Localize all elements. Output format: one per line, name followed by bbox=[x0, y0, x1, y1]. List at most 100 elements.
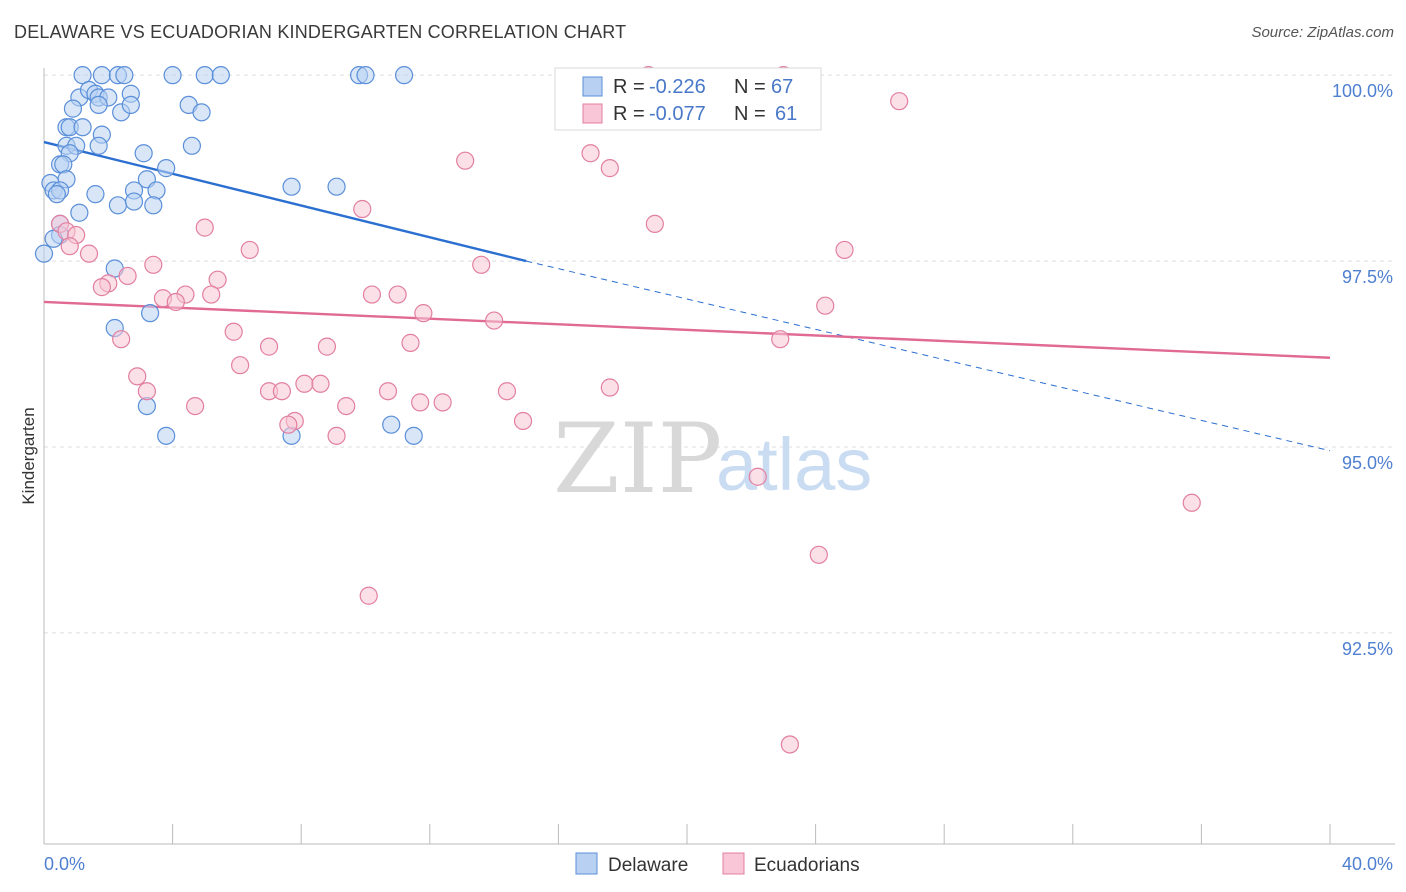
bottom-legend: Delaware Ecuadorians bbox=[575, 852, 860, 876]
delaware-point-16 bbox=[63, 99, 83, 118]
ecuadorians-point-35 bbox=[317, 337, 337, 356]
delaware-point-17 bbox=[89, 95, 108, 115]
trend-line-1 bbox=[526, 260, 1331, 452]
ecuadorians-point-54 bbox=[327, 426, 346, 445]
ecuadorians-point-57 bbox=[1182, 493, 1201, 512]
ecuadorians-point-7 bbox=[353, 199, 372, 219]
delaware-point-55 bbox=[140, 304, 160, 323]
ecuadorians-point-14 bbox=[79, 244, 99, 263]
ecuadorians-point-40 bbox=[295, 374, 314, 393]
ecuadorians-point-46 bbox=[497, 382, 517, 401]
ecuadorians-point-53 bbox=[279, 415, 298, 434]
delaware-point-40 bbox=[282, 177, 301, 196]
top-legend: R = -0.226 N = 67 R = -0.077 N = 61 bbox=[554, 67, 822, 131]
delaware-point-43 bbox=[86, 185, 105, 204]
legend-swatch-ecuadorians bbox=[582, 103, 603, 124]
legend-n-label-ecuadorians: N = bbox=[734, 103, 766, 125]
ecuadorians-point-59 bbox=[359, 586, 378, 605]
ecuadorians-point-3 bbox=[890, 92, 909, 111]
delaware-point-9 bbox=[394, 66, 414, 85]
ecuadorians-point-17 bbox=[472, 255, 491, 274]
delaware-point-42 bbox=[47, 185, 66, 204]
chart-title: DELAWARE VS ECUADORIAN KINDERGARTEN CORR… bbox=[14, 22, 627, 42]
trend-lines bbox=[43, 140, 1331, 452]
ecuadorians-point-21 bbox=[92, 278, 111, 297]
watermark: ZIP atlas bbox=[553, 403, 872, 515]
ecuadorians-point-25 bbox=[166, 292, 185, 312]
ecuadorians-point-4 bbox=[581, 144, 600, 163]
ecuadorians-point-58 bbox=[809, 545, 828, 564]
delaware-point-61 bbox=[404, 426, 423, 445]
ecuadorians-point-37 bbox=[771, 330, 790, 349]
legend-n-value-ecuadorians: 61 bbox=[775, 103, 797, 125]
ecuadorians-point-19 bbox=[118, 266, 137, 286]
x-tick-labels: 0.0% 40.0% bbox=[44, 854, 1393, 874]
bottom-legend-label-ecuadorians: Ecuadorians bbox=[754, 855, 860, 876]
grid-lines bbox=[44, 74, 1395, 634]
delaware-point-45 bbox=[147, 181, 166, 200]
delaware-point-49 bbox=[70, 203, 89, 222]
delaware-point-21 bbox=[192, 103, 211, 122]
delaware-point-48 bbox=[144, 196, 163, 215]
legend-swatch-delaware bbox=[582, 76, 603, 97]
delaware-point-58 bbox=[382, 415, 401, 434]
delaware-point-24 bbox=[73, 118, 92, 137]
ecuadorians-point-18 bbox=[144, 255, 163, 274]
bottom-legend-swatch-delaware bbox=[575, 852, 598, 875]
ecuadorians-point-16 bbox=[835, 240, 854, 260]
y-tick-label-0: 100.0% bbox=[1332, 81, 1393, 101]
ecuadorians-point-41 bbox=[311, 374, 330, 393]
ecuadorians-point-36 bbox=[401, 333, 420, 352]
ecuadorians-point-38 bbox=[231, 356, 250, 375]
delaware-point-47 bbox=[124, 192, 144, 211]
x-tick-label-0: 0.0% bbox=[44, 854, 85, 874]
axes bbox=[43, 68, 1395, 845]
ecuadorians-point-51 bbox=[433, 393, 452, 412]
delaware-point-8 bbox=[356, 66, 375, 85]
bottom-legend-swatch-ecuadorians bbox=[722, 852, 745, 875]
ecuadorians-point-6 bbox=[600, 159, 619, 178]
ecuadorians-point-56 bbox=[748, 467, 767, 486]
ecuadorians-point-60 bbox=[780, 735, 799, 754]
x-tick-label-1: 40.0% bbox=[1342, 854, 1393, 874]
y-tick-labels: 100.0% 97.5% 95.0% 92.5% bbox=[1332, 81, 1393, 659]
ecuadorians-point-55 bbox=[513, 411, 533, 431]
delaware-point-19 bbox=[121, 95, 140, 115]
delaware-point-6 bbox=[211, 66, 230, 85]
delaware-point-53 bbox=[34, 244, 54, 263]
ecuadorians-point-5 bbox=[456, 151, 475, 170]
delaware-point-46 bbox=[108, 196, 128, 215]
delaware-point-28 bbox=[89, 136, 108, 155]
delaware-point-34 bbox=[157, 159, 176, 178]
delaware-point-5 bbox=[195, 66, 214, 85]
ecuadorians-point-8 bbox=[645, 214, 664, 233]
ecuadorians-point-50 bbox=[411, 393, 430, 412]
bottom-legend-label-delaware: Delaware bbox=[608, 855, 688, 876]
trend-line-0 bbox=[43, 140, 527, 263]
ecuadorians-point-49 bbox=[337, 396, 356, 416]
y-tick-label-3: 92.5% bbox=[1342, 639, 1393, 659]
legend-n-value-delaware: 67 bbox=[771, 76, 793, 98]
chart-source: Source: ZipAtlas.com bbox=[1251, 24, 1394, 41]
delaware-point-1 bbox=[92, 66, 111, 85]
legend-r-value-delaware: -0.226 bbox=[649, 76, 706, 98]
ecuadorians-point-13 bbox=[60, 237, 79, 256]
ecuadorians-point-48 bbox=[186, 396, 205, 416]
trend-line-2 bbox=[43, 300, 1331, 359]
y-tick-label-2: 95.0% bbox=[1342, 453, 1393, 473]
ecuadorians-point-33 bbox=[224, 322, 243, 341]
watermark-zip: ZIP bbox=[553, 403, 722, 515]
ecuadorians-point-32 bbox=[112, 330, 131, 349]
legend-r-label-ecuadorians: R = bbox=[613, 103, 645, 125]
ecuadorians-point-27 bbox=[362, 285, 382, 304]
legend-n-label-delaware: N = bbox=[734, 76, 766, 98]
delaware-point-29 bbox=[182, 136, 201, 155]
ecuadorians-point-30 bbox=[414, 304, 433, 323]
delaware-point-4 bbox=[163, 66, 182, 85]
series-delaware-points bbox=[34, 66, 423, 445]
legend-r-label-delaware: R = bbox=[613, 76, 645, 98]
ecuadorians-point-44 bbox=[272, 382, 292, 401]
ecuadorians-point-28 bbox=[388, 285, 407, 304]
ecuadorians-point-39 bbox=[128, 367, 147, 386]
